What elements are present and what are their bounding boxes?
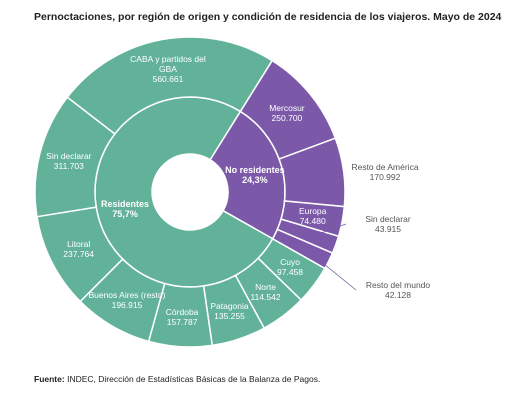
segment-label: Buenos Aires (resto) 196.915 [88,290,166,310]
segment-label-value: 560.661 [152,73,184,84]
segment-label-value: 311.703 [53,161,84,172]
segment-label-name: Resto de América [351,162,419,172]
segment-label-value: 42.128 [385,290,411,300]
segment-label-value: 97.458 [277,266,303,277]
segment-label-name: Buenos Aires (resto) [88,289,166,300]
segment-label-name: Europa [298,205,327,216]
outer-segment [66,36,274,135]
group-label: Residentes 75,7% [79,199,171,219]
segment-label-name: Patagonia [210,300,249,311]
segment-label-value: 74.480 [299,215,326,226]
leader-line [306,249,357,291]
segment-label: Patagonia 135.255 [190,301,268,321]
segment-label-value: 170.992 [369,172,401,182]
segment-label: Europa 74.480 [274,206,352,226]
segment-label-name: Norte [255,281,276,292]
segment-label: Córdoba 157.787 [143,307,221,327]
group-label-value: 75,7% [112,208,138,219]
group-label: No residentes 24,3% [209,165,301,185]
segment-label-name: Sin declarar [365,214,411,224]
leader-line [312,223,347,237]
chart-title: Pernoctaciones, por región de origen y c… [34,11,502,23]
leader-line [318,171,344,176]
segment-label-name: Sin declarar [46,151,92,162]
segment-label-value: 237.764 [63,248,95,259]
segment-label: Resto del mundo 42.128 [352,280,444,300]
segment-label-value: 250.700 [271,113,303,124]
segment-label: Resto de América 170.992 [339,162,431,182]
segment-label-value: 135.255 [214,310,245,321]
source-note: Fuente: INDEC, Dirección de Estadísticas… [34,374,320,384]
segment-label-value: 157.787 [166,316,198,327]
source-text: INDEC, Dirección de Estadísticas Básicas… [67,374,321,384]
segment-label-value: 43.915 [375,224,401,234]
segment-label: Norte 114.542 [227,282,305,302]
segment-label: Sin declarar 43.915 [342,214,434,234]
source-label: Fuente: [34,374,65,384]
segment-label-name: Mercosur [269,103,305,114]
segment-label: Mercosur 250.700 [248,103,326,123]
segment-label-value: 196.915 [111,299,143,310]
segment-label-name: Resto del mundo [365,280,431,290]
group-label-value: 24,3% [242,175,268,186]
segment-label-name: Cuyo [280,256,300,267]
center-hole [152,154,228,230]
segment-label-name: Córdoba [165,306,199,317]
group-label-name: Residentes [101,198,150,209]
segment-label-value: 114.542 [250,291,281,302]
segment-label: Cuyo 97.458 [251,257,329,277]
segment-label: Litoral 237.764 [40,239,118,259]
group-label-name: No residentes [225,165,285,176]
segment-label: CABA y partidos del GBA 560.661 [129,54,207,84]
segment-label-name: Litoral [67,238,91,249]
segment-label-name: CABA y partidos del GBA [130,53,206,74]
segment-label: Sin declarar 311.703 [30,151,108,171]
